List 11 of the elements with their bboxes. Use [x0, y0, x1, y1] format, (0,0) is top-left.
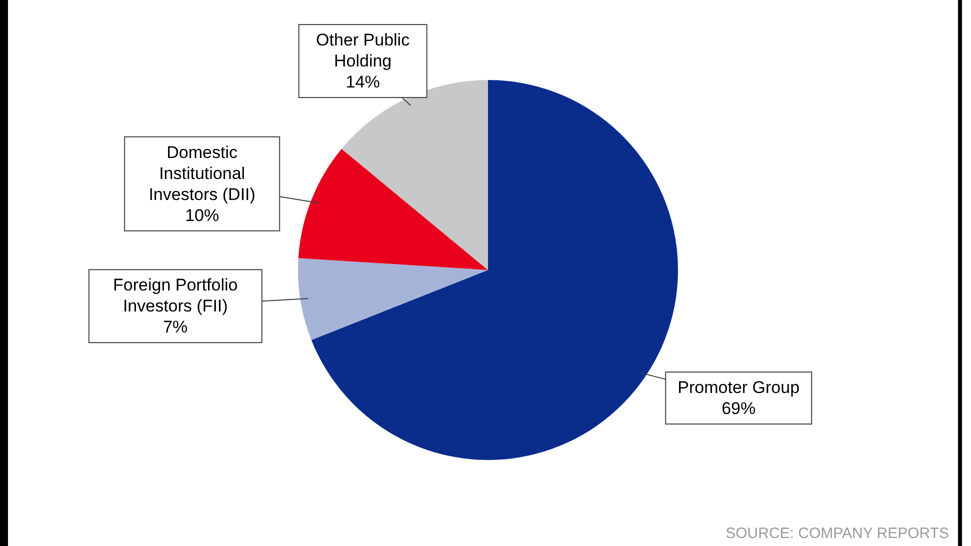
pie-slice	[298, 258, 488, 340]
data-label: 69%	[722, 399, 756, 418]
slice-label: Other Public Holding	[316, 30, 410, 71]
pie-slice	[298, 148, 488, 270]
slice-label: Promoter Group	[678, 378, 800, 398]
source-note: SOURCE: COMPANY REPORTS	[726, 525, 949, 542]
slice-label: Domestic Institutional Investors (DII)	[148, 142, 256, 204]
data-label: 10%	[185, 206, 220, 225]
data-label: 14%	[346, 72, 380, 92]
data-label: 7%	[163, 318, 188, 337]
slice-label: Foreign Portfolio Investors (FII)	[113, 276, 238, 316]
